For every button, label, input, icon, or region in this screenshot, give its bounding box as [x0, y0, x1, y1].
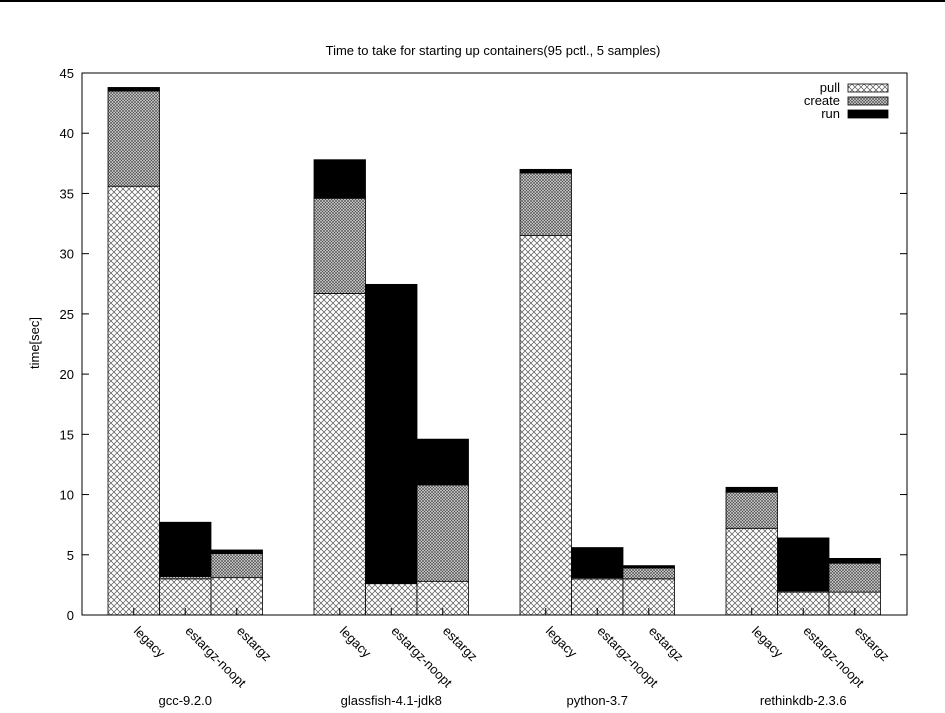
- bar-segment-create: [313, 197, 366, 294]
- x-bar-label: estargz: [646, 623, 687, 664]
- plot-frame: [81, 72, 908, 616]
- x-bar-label: legacy: [337, 623, 375, 661]
- bar-segment-pull: [313, 293, 366, 616]
- y-tick-label: 25: [60, 307, 74, 322]
- bar-segment-pull: [519, 235, 572, 616]
- bar-segment-run: [828, 557, 881, 564]
- y-tick-label: 30: [60, 247, 74, 262]
- bar-segment-pull: [725, 527, 778, 616]
- x-bar-label: estargz: [440, 623, 481, 664]
- bar-segment-run: [777, 537, 830, 592]
- legend-label-pull: pull: [820, 80, 840, 95]
- bar-segment-run: [519, 168, 572, 174]
- bar-segment-run: [159, 521, 212, 577]
- legend-swatch-run: [847, 109, 889, 119]
- bar-segment-run: [107, 87, 160, 92]
- x-axis-labels: legacy estargz-nooptestargzgcc-9.2.0legac…: [131, 608, 893, 708]
- y-tick-label: 35: [60, 186, 74, 201]
- bar-segment-create: [622, 567, 675, 580]
- y-tick-label: 20: [60, 367, 74, 382]
- legend-label-run: run: [821, 106, 840, 121]
- y-tick-label: 40: [60, 126, 74, 141]
- bar-segment-run: [365, 283, 418, 584]
- bar-segment-create: [416, 484, 469, 582]
- bar-segment-run: [416, 438, 469, 486]
- bar-segment-run: [622, 565, 675, 569]
- x-bar-label: estargz: [234, 623, 275, 664]
- x-bar-label: legacy: [543, 623, 581, 661]
- x-bar-label: estargz: [852, 623, 893, 664]
- y-tick-label: 5: [67, 548, 74, 563]
- bar-segment-create: [210, 553, 263, 579]
- y-tick-label: 0: [67, 608, 74, 623]
- y-axis-label: time[sec]: [27, 317, 42, 369]
- bars-layer: [107, 87, 881, 616]
- bar-segment-create: [107, 90, 160, 187]
- legend-swatch-create: [847, 96, 889, 106]
- y-tick-label: 15: [60, 427, 74, 442]
- y-tick-label: 10: [60, 488, 74, 503]
- x-bar-label: legacy: [749, 623, 787, 661]
- x-bar-label: legacy: [131, 623, 169, 661]
- group-label: rethinkdb-2.3.6: [760, 693, 847, 708]
- bar-segment-run: [571, 547, 624, 579]
- bar-segment-create: [828, 562, 881, 593]
- y-axis-ticks: 0 5 10 15 20 25 30 35 40 45: [60, 66, 907, 623]
- group-label: gcc-9.2.0: [159, 693, 212, 708]
- chart-title: Time to take for starting up containers(…: [326, 43, 661, 58]
- legend-label-create: create: [804, 93, 840, 108]
- bar-segment-run: [210, 549, 263, 554]
- bar-segment-create: [519, 172, 572, 236]
- group-label: python-3.7: [567, 693, 628, 708]
- legend-swatch-pull: [847, 83, 889, 93]
- bar-segment-create: [725, 491, 778, 529]
- bar-segment-pull: [107, 185, 160, 616]
- bar-segment-run: [725, 486, 778, 493]
- y-tick-label: 45: [60, 66, 74, 81]
- group-label: glassfish-4.1-jdk8: [341, 693, 442, 708]
- bar-segment-run: [313, 159, 366, 199]
